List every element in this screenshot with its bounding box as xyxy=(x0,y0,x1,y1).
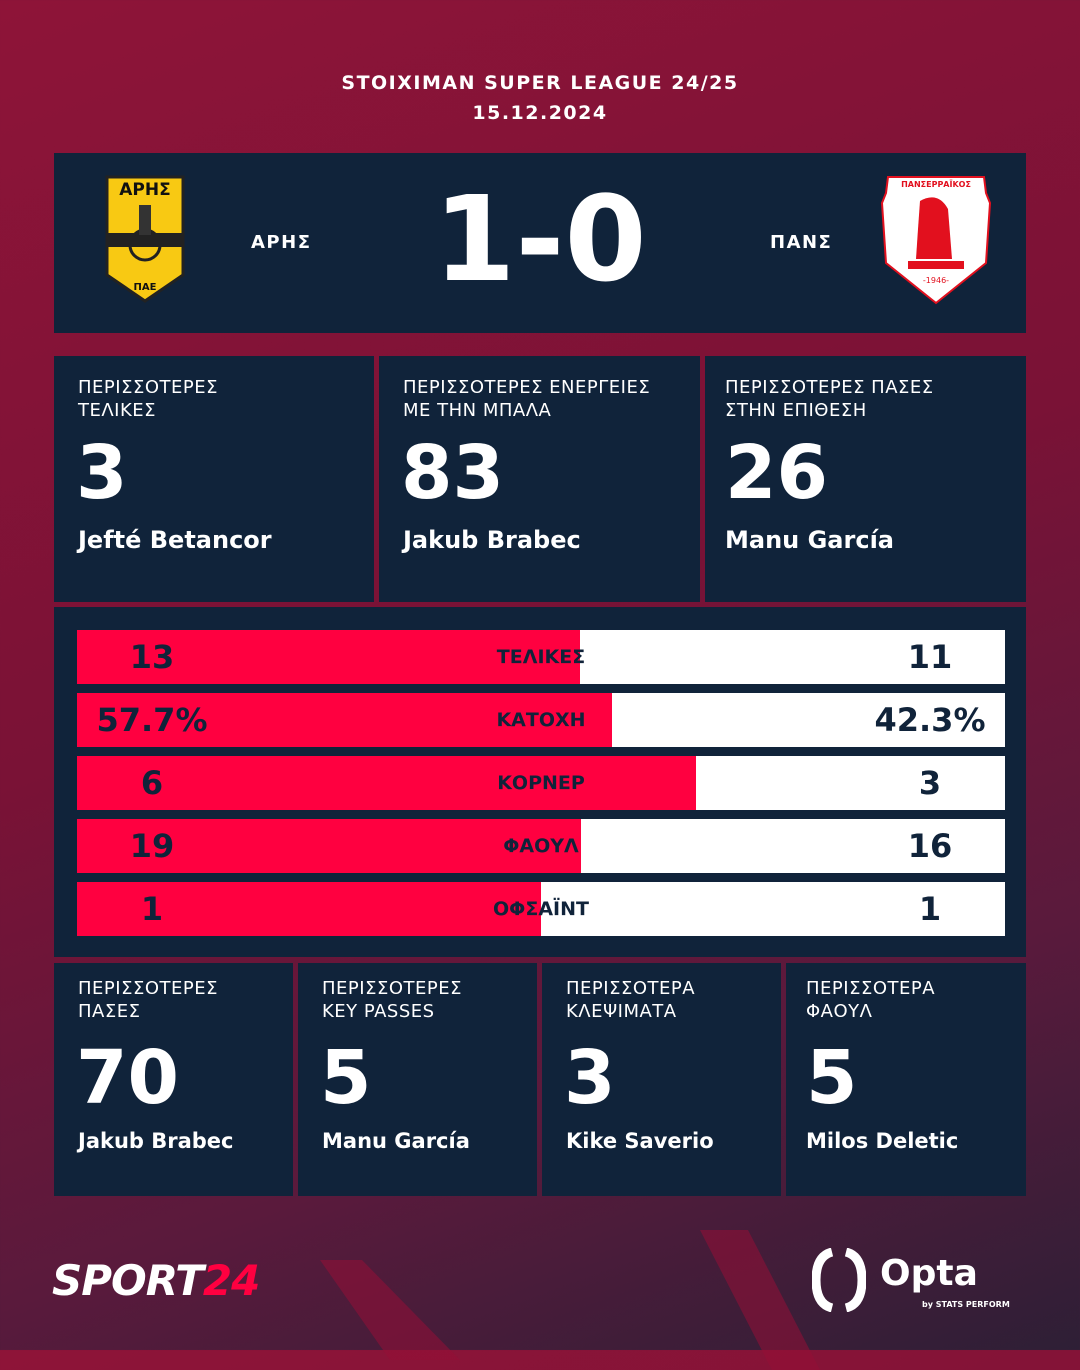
card-label: ΠΕΡΙΣΣΟΤΕΡΕΣ ΠΑΣΕΣ xyxy=(725,377,934,398)
card-label: ΠΕΡΙΣΣΟΤΕΡΕΣ xyxy=(78,377,218,398)
home-share-fill xyxy=(77,630,580,684)
opta-wordmark: Opta xyxy=(880,1253,978,1294)
card-value: 70 xyxy=(76,1035,179,1121)
top-stat-card: ΠΕΡΙΣΣΟΤΕΡΕΣ ΤΕΛΙΚΕΣ 3 Jefté Betancor xyxy=(54,356,374,602)
stat-label: ΦΑΟΥΛ xyxy=(503,835,579,857)
card-label: ΠΕΡΙΣΣΟΤΕΡΕΣ xyxy=(78,978,218,999)
svg-text:ΠΑΕ: ΠΑΕ xyxy=(134,282,157,293)
stat-label: ΤΕΛΙΚΕΣ xyxy=(496,646,586,668)
card-label: ΠΕΡΙΣΣΟΤΕΡΑ xyxy=(566,978,696,999)
card-player: Manu García xyxy=(725,526,894,554)
home-value: 57.7% xyxy=(96,701,208,739)
card-label: ΣΤΗΝ ΕΠΙΘΕΣΗ xyxy=(725,400,867,421)
card-player: Jakub Brabec xyxy=(78,1129,234,1153)
header: STOIXIMAN SUPER LEAGUE 24/25 15.12.2024 xyxy=(0,68,1080,128)
match-date: 15.12.2024 xyxy=(472,102,608,124)
card-player: Kike Saverio xyxy=(566,1129,714,1153)
away-team-name: ΠΑΝΣ xyxy=(770,232,833,253)
opta-subtitle: by STATS PERFORM xyxy=(922,1300,1010,1309)
background-shard xyxy=(320,1260,460,1360)
panserraikos-badge-icon: ΠΑΝΣΕΡΡΑΪΚΟΣ -1946- xyxy=(880,176,992,305)
away-value: 1 xyxy=(918,890,942,928)
card-value: 3 xyxy=(564,1035,616,1121)
aris-badge-text: ΑΡΗΣ xyxy=(119,180,170,200)
card-label: ΠΕΡΙΣΣΟΤΕΡΕΣ xyxy=(322,978,462,999)
home-team-name: ΑΡΗΣ xyxy=(251,232,312,253)
card-label: ΠΕΡΙΣΣΟΤΕΡΑ xyxy=(806,978,936,999)
away-value: 11 xyxy=(907,638,953,676)
card-label: ΠΕΡΙΣΣΟΤΕΡΕΣ ΕΝΕΡΓΕΙΕΣ xyxy=(403,377,651,398)
card-label: ΦΑΟΥΛ xyxy=(806,1001,873,1022)
away-value: 42.3% xyxy=(874,701,986,739)
home-value: 19 xyxy=(129,827,175,865)
card-label: ΠΑΣΕΣ xyxy=(78,1001,141,1022)
away-value: 3 xyxy=(918,764,942,802)
home-share-fill xyxy=(77,882,541,936)
bottom-stat-card: ΠΕΡΙΣΣΟΤΕΡΕΣ ΠΑΣΕΣ 70 Jakub Brabec xyxy=(54,963,293,1196)
scoreboard: ΑΡΗΣ ΠΑΕ ΑΡΗΣ 1-0 ΠΑΝΣ ΠΑΝΣΕΡΡΑΪΚΟΣ -194… xyxy=(54,153,1026,333)
top-stat-card: ΠΕΡΙΣΣΟΤΕΡΕΣ ΠΑΣΕΣ ΣΤΗΝ ΕΠΙΘΕΣΗ 26 Manu G… xyxy=(705,356,1026,602)
card-value: 3 xyxy=(76,430,128,516)
bottom-stat-card: ΠΕΡΙΣΣΟΤΕΡΑ ΚΛΕΨΙΜΑΤΑ 3 Kike Saverio xyxy=(542,963,781,1196)
card-player: Milos Deletic xyxy=(806,1129,959,1153)
stat-bar-1: 57.7% ΚΑΤΟΧΗ 42.3% xyxy=(77,693,1005,747)
stat-label: ΚΟΡΝΕΡ xyxy=(497,772,585,794)
home-value: 13 xyxy=(129,638,175,676)
card-label: ΚΛΕΨΙΜΑΤΑ xyxy=(566,1001,677,1022)
card-value: 26 xyxy=(725,430,828,516)
home-share-fill xyxy=(77,693,613,747)
card-player: Jefté Betancor xyxy=(78,526,272,554)
card-label: KEY PASSES xyxy=(322,1001,435,1022)
card-value: 83 xyxy=(401,430,504,516)
card-label: ΜΕ ΤΗΝ ΜΠΑΛΑ xyxy=(403,400,552,421)
top-stat-card: ΠΕΡΙΣΣΟΤΕΡΕΣ ΕΝΕΡΓΕΙΕΣ ΜΕ ΤΗΝ ΜΠΑΛΑ 83 Ja… xyxy=(379,356,700,602)
bottom-stat-card: ΠΕΡΙΣΣΟΤΕΡΑ ΦΑΟΥΛ 5 Milos Deletic xyxy=(786,963,1026,1196)
card-player: Jakub Brabec xyxy=(403,526,581,554)
background-shard xyxy=(700,1230,820,1370)
card-label: ΤΕΛΙΚΕΣ xyxy=(78,400,157,421)
svg-text:-1946-: -1946- xyxy=(923,276,949,285)
card-value: 5 xyxy=(320,1035,372,1121)
competition-title: STOIXIMAN SUPER LEAGUE 24/25 xyxy=(341,72,739,94)
home-share-fill xyxy=(77,819,581,873)
opta-mark-icon xyxy=(812,1248,866,1312)
stat-bar-4: 1 ΟΦΣΑΪΝΤ 1 xyxy=(77,882,1005,936)
stat-label: ΚΑΤΟΧΗ xyxy=(496,709,586,731)
bottom-stat-card: ΠΕΡΙΣΣΟΤΕΡΕΣ KEY PASSES 5 Manu García xyxy=(298,963,537,1196)
team-stats: 13 ΤΕΛΙΚΕΣ 11 57.7% ΚΑΤΟΧΗ 42.3% 6 ΚΟΡΝΕ… xyxy=(54,607,1026,957)
stat-bar-0: 13 ΤΕΛΙΚΕΣ 11 xyxy=(77,630,1005,684)
stat-bar-2: 6 ΚΟΡΝΕΡ 3 xyxy=(77,756,1005,810)
home-value: 6 xyxy=(140,764,164,802)
score: 1-0 xyxy=(433,170,647,308)
home-share-fill xyxy=(77,756,696,810)
svg-text:ΠΑΝΣΕΡΡΑΪΚΟΣ: ΠΑΝΣΕΡΡΑΪΚΟΣ xyxy=(901,179,971,189)
aris-badge-icon: ΑΡΗΣ ΠΑΕ xyxy=(105,175,185,303)
away-value: 16 xyxy=(907,827,953,865)
sport24-logo: SPORT24 xyxy=(52,1256,260,1305)
card-player: Manu García xyxy=(322,1129,470,1153)
stat-bar-3: 19 ΦΑΟΥΛ 16 xyxy=(77,819,1005,873)
card-value: 5 xyxy=(806,1035,858,1121)
home-value: 1 xyxy=(140,890,164,928)
stat-label: ΟΦΣΑΪΝΤ xyxy=(493,898,589,920)
